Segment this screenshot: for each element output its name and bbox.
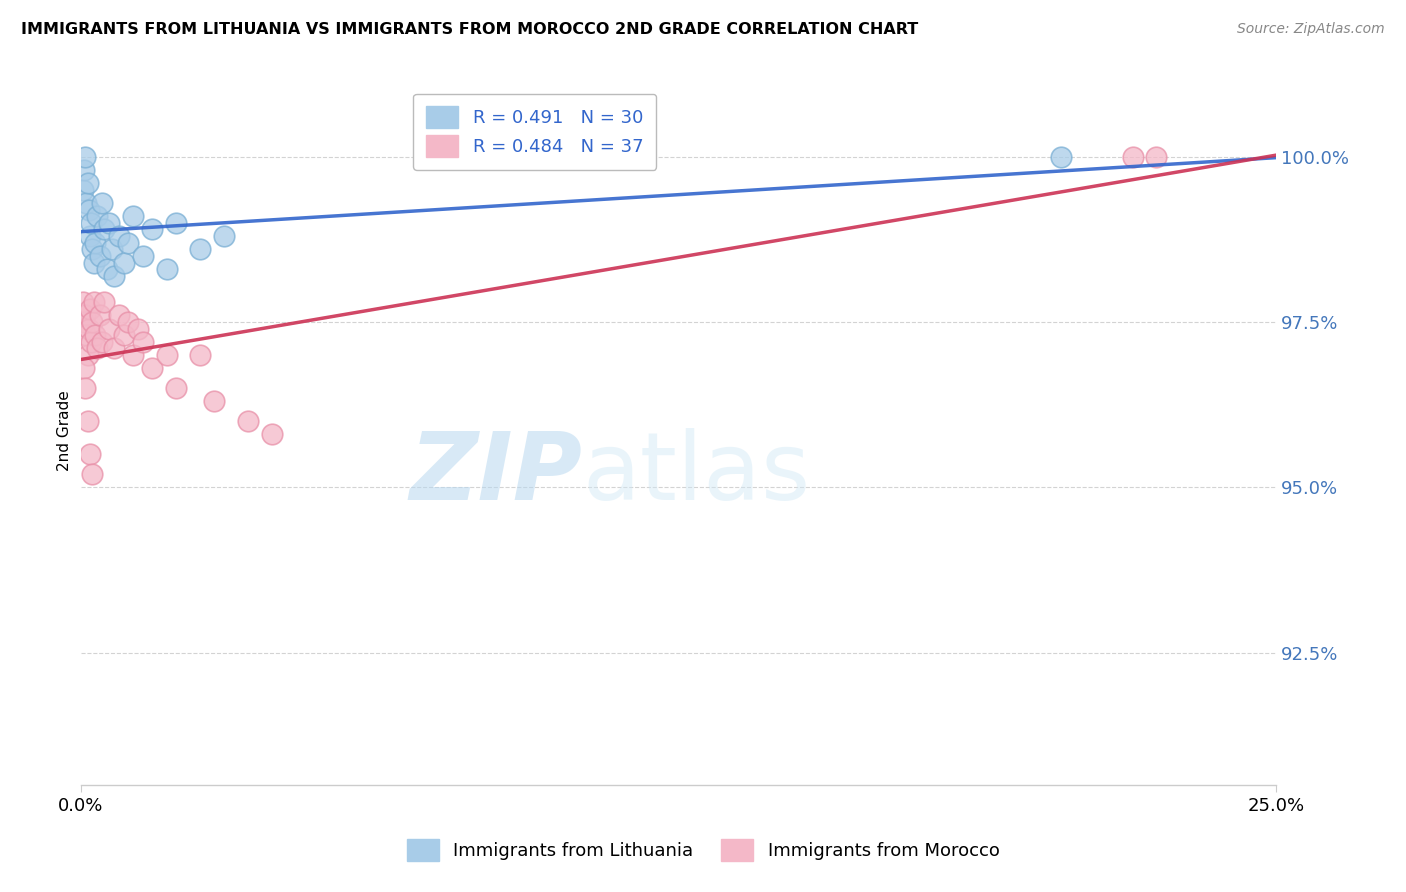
Point	[122, 209, 145, 223]
Text: ZIP: ZIP	[409, 427, 582, 519]
Point	[202, 394, 225, 409]
Point	[73, 361, 96, 376]
Point	[76, 348, 98, 362]
Point	[83, 235, 105, 250]
Point	[1144, 150, 1167, 164]
Point	[165, 216, 187, 230]
Point	[1121, 150, 1143, 164]
Point	[82, 242, 104, 256]
Point	[83, 328, 105, 343]
Y-axis label: 2nd Grade: 2nd Grade	[58, 391, 72, 472]
Point	[236, 414, 259, 428]
Point	[127, 321, 149, 335]
Point	[93, 295, 115, 310]
Point	[131, 334, 153, 349]
Point	[80, 216, 103, 230]
Point	[155, 348, 177, 362]
Legend: Immigrants from Lithuania, Immigrants from Morocco: Immigrants from Lithuania, Immigrants fr…	[398, 830, 1008, 870]
Point	[75, 196, 97, 211]
Point	[80, 334, 103, 349]
Point	[131, 249, 153, 263]
Point	[100, 242, 122, 256]
Text: IMMIGRANTS FROM LITHUANIA VS IMMIGRANTS FROM MOROCCO 2ND GRADE CORRELATION CHART: IMMIGRANTS FROM LITHUANIA VS IMMIGRANTS …	[21, 22, 918, 37]
Point	[107, 309, 129, 323]
Point	[91, 196, 114, 211]
Text: atlas: atlas	[582, 427, 811, 519]
Point	[79, 301, 101, 316]
Point	[76, 414, 98, 428]
Point	[82, 467, 104, 481]
Point	[83, 255, 105, 269]
Point	[1049, 150, 1071, 164]
Point	[75, 381, 97, 395]
Point	[77, 202, 100, 217]
Point	[77, 321, 100, 335]
Point	[79, 447, 101, 461]
Point	[73, 163, 96, 178]
Point	[188, 348, 211, 362]
Point	[107, 229, 129, 244]
Legend: R = 0.491   N = 30, R = 0.484   N = 37: R = 0.491 N = 30, R = 0.484 N = 37	[413, 94, 657, 170]
Point	[72, 183, 94, 197]
Point	[260, 427, 283, 442]
Point	[155, 262, 177, 277]
Point	[103, 342, 125, 356]
Point	[112, 255, 135, 269]
Point	[98, 216, 121, 230]
Point	[141, 222, 163, 236]
Point	[91, 334, 114, 349]
Point	[86, 209, 108, 223]
Point	[117, 315, 139, 329]
Point	[75, 150, 97, 164]
Point	[75, 328, 97, 343]
Point	[96, 262, 118, 277]
Point	[86, 342, 108, 356]
Point	[112, 328, 135, 343]
Point	[98, 321, 121, 335]
Point	[141, 361, 163, 376]
Point	[79, 229, 101, 244]
Point	[117, 235, 139, 250]
Point	[72, 295, 94, 310]
Point	[83, 295, 105, 310]
Point	[89, 309, 111, 323]
Point	[75, 309, 97, 323]
Point	[82, 315, 104, 329]
Point	[122, 348, 145, 362]
Point	[89, 249, 111, 263]
Point	[188, 242, 211, 256]
Point	[73, 315, 96, 329]
Point	[165, 381, 187, 395]
Point	[76, 176, 98, 190]
Point	[93, 222, 115, 236]
Point	[103, 268, 125, 283]
Point	[212, 229, 235, 244]
Text: Source: ZipAtlas.com: Source: ZipAtlas.com	[1237, 22, 1385, 37]
